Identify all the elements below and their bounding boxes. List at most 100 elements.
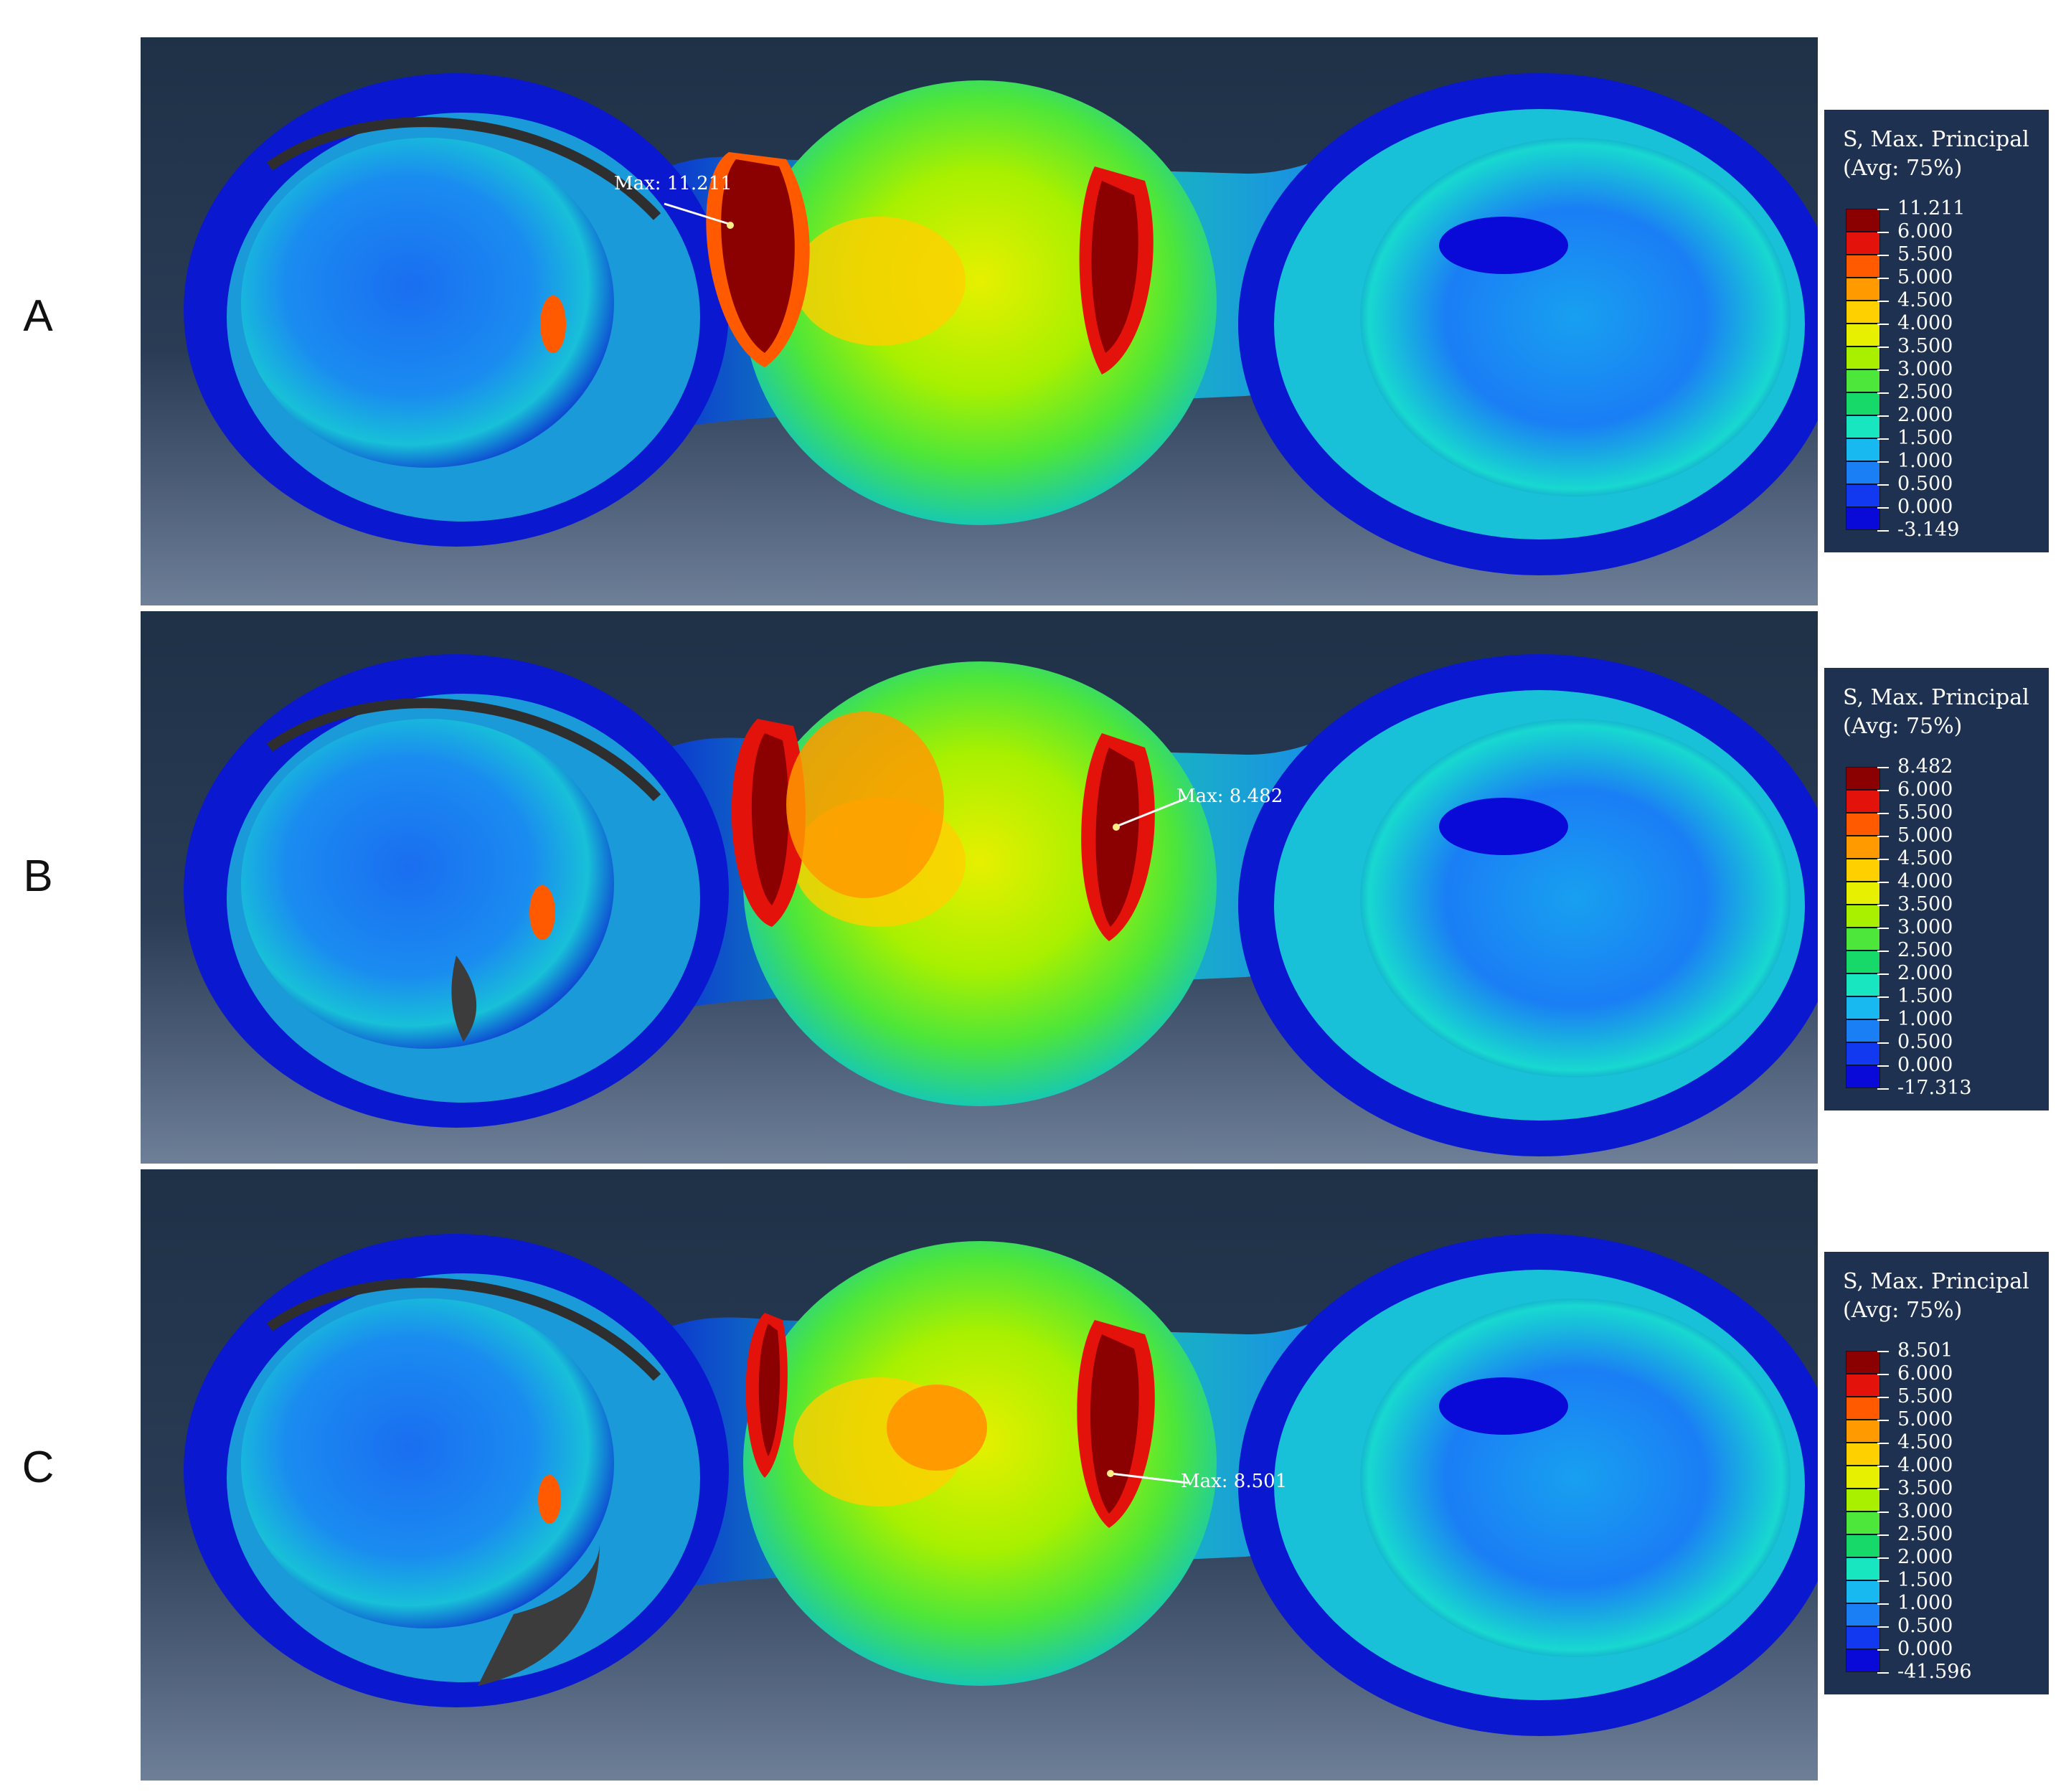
legend-tick — [1877, 324, 1889, 325]
legend-value: 4.500 — [1897, 1431, 1953, 1453]
legend-tick — [1877, 767, 1889, 768]
legend-tick — [1877, 1489, 1889, 1490]
legend-tick — [1877, 1557, 1889, 1559]
panel-label-c: C — [22, 1443, 55, 1492]
fea-model-c: Max: 8.501 — [141, 1169, 1818, 1781]
legend-tick — [1877, 415, 1889, 417]
legend-color-swatch — [1846, 209, 1880, 232]
legend-tick — [1877, 1351, 1889, 1352]
legend-value: 0.000 — [1897, 1054, 1953, 1076]
legend-title-line1: S, Max. Principal — [1843, 1269, 2029, 1294]
legend-tick — [1877, 1512, 1889, 1513]
legend-color-swatch — [1846, 484, 1880, 507]
legend-value: 2.500 — [1897, 1523, 1953, 1545]
legend-value: 3.000 — [1897, 1500, 1953, 1522]
legend-value: 4.500 — [1897, 847, 1953, 869]
legend-color-swatch — [1846, 346, 1880, 369]
legend-color-swatch — [1846, 1466, 1880, 1489]
max-annotation-a: Max: 11.211 — [614, 173, 732, 194]
legend-color-swatch — [1846, 324, 1880, 346]
legend-tick — [1877, 790, 1889, 791]
legend-color-swatch — [1846, 1557, 1880, 1580]
legend-value: 2.000 — [1897, 404, 1953, 426]
legend-color-swatch — [1846, 1420, 1880, 1443]
legend-color-swatch — [1846, 369, 1880, 392]
legend-value: 0.500 — [1897, 1031, 1953, 1053]
legend-tick — [1877, 1580, 1889, 1582]
legend-title-line2: (Avg: 75%) — [1843, 156, 1963, 181]
legend-value: 6.000 — [1897, 778, 1953, 801]
legend-color-swatch — [1846, 255, 1880, 278]
legend-tick — [1877, 1443, 1889, 1444]
legend-tick — [1877, 255, 1889, 256]
legend-color-swatch — [1846, 1443, 1880, 1466]
stress-plot-b: Max: 8.482 — [141, 611, 1818, 1164]
legend-value: 4.000 — [1897, 1454, 1953, 1476]
legend-tick — [1877, 1649, 1889, 1651]
legend-color-swatch — [1846, 1065, 1880, 1088]
legend-value: 3.500 — [1897, 335, 1953, 357]
legend-tick — [1877, 1626, 1889, 1628]
legend-value: 1.000 — [1897, 1592, 1953, 1614]
legend-tick — [1877, 461, 1889, 463]
legend-value: 6.000 — [1897, 1362, 1953, 1385]
legend-value: 3.000 — [1897, 358, 1953, 380]
panel-label-a: A — [23, 291, 53, 341]
max-marker-a: Max: 11.211 — [614, 173, 734, 229]
legend-tick — [1877, 1534, 1889, 1536]
legend-value: 5.000 — [1897, 824, 1953, 847]
legend-tick — [1877, 1603, 1889, 1605]
legend-color-swatch — [1846, 1603, 1880, 1626]
legend-title: S, Max. Principal (Avg: 75%) — [1843, 1268, 2029, 1325]
legend-color-swatch — [1846, 790, 1880, 813]
legend-tick — [1877, 507, 1889, 509]
legend-color-swatch — [1846, 767, 1880, 790]
legend-tick — [1877, 905, 1889, 906]
legend-color-swatch — [1846, 882, 1880, 905]
legend-tick — [1877, 1420, 1889, 1421]
legend-value: 1.500 — [1897, 985, 1953, 1007]
legend-tick — [1877, 813, 1889, 814]
max-annotation-b: Max: 8.482 — [1176, 786, 1283, 807]
legend-tick — [1877, 973, 1889, 975]
legend-value: 3.500 — [1897, 893, 1953, 915]
legend-a: S, Max. Principal (Avg: 75%) 11.211 6.000 5.… — [1822, 108, 2049, 552]
legend-value: 2.000 — [1897, 1546, 1953, 1568]
legend-value: -41.596 — [1897, 1661, 1972, 1683]
legend-tick — [1877, 346, 1889, 348]
legend-value: 11.211 — [1897, 197, 1966, 220]
legend-title-line2: (Avg: 75%) — [1843, 714, 1963, 739]
max-marker-c: Max: 8.501 — [1107, 1470, 1287, 1492]
legend-value: 1.500 — [1897, 427, 1953, 449]
legend-color-swatch — [1846, 278, 1880, 301]
legend-color-bar — [1846, 1351, 1880, 1672]
legend-color-swatch — [1846, 1534, 1880, 1557]
fea-model-a: Max: 11.211 — [141, 37, 1818, 605]
stress-plot-c: Max: 8.501 — [141, 1169, 1818, 1781]
legend-tick — [1877, 928, 1889, 929]
legend-title-line1: S, Max. Principal — [1843, 127, 2029, 152]
legend-color-swatch — [1846, 1397, 1880, 1420]
legend-tick — [1877, 301, 1889, 302]
legend-value: 5.500 — [1897, 1385, 1953, 1407]
legend-value: 3.000 — [1897, 916, 1953, 938]
legend-title-line1: S, Max. Principal — [1843, 685, 2029, 710]
legend-color-swatch — [1846, 232, 1880, 255]
legend-value: 4.500 — [1897, 289, 1953, 311]
legend-tick — [1877, 996, 1889, 998]
legend-color-swatch — [1846, 438, 1880, 461]
legend-value: 3.500 — [1897, 1477, 1953, 1499]
legend-value: 5.500 — [1897, 243, 1953, 265]
legend-b: S, Max. Principal (Avg: 75%) 8.482 6.000 5.5… — [1822, 666, 2049, 1110]
legend-color-swatch — [1846, 1649, 1880, 1672]
legend-tick — [1877, 951, 1889, 952]
legend-value: 6.000 — [1897, 220, 1953, 242]
legend-tick — [1877, 1065, 1889, 1067]
legend-color-swatch — [1846, 1019, 1880, 1042]
fea-model-b: Max: 8.482 — [141, 611, 1818, 1164]
legend-value: 1.500 — [1897, 1569, 1953, 1591]
panel-label-b: B — [23, 852, 53, 901]
legend-value: 0.500 — [1897, 473, 1953, 495]
legend-color-swatch — [1846, 813, 1880, 836]
legend-color-swatch — [1846, 1042, 1880, 1065]
